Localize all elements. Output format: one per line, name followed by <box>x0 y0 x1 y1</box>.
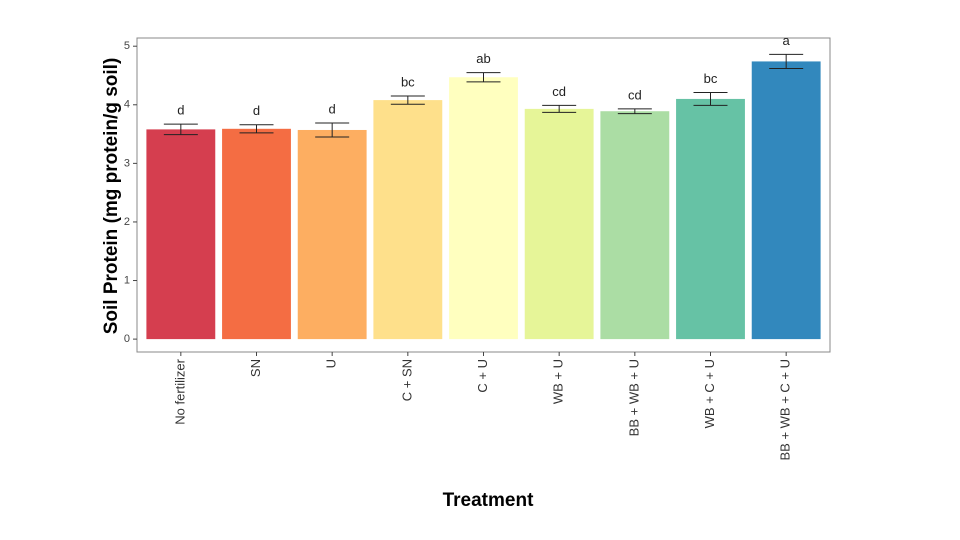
bar <box>222 128 291 340</box>
bar <box>449 77 518 340</box>
significance-label: ab <box>476 51 490 66</box>
x-tick-label: U <box>324 359 339 368</box>
bar <box>297 129 367 340</box>
bar <box>676 98 745 340</box>
x-tick-label: C + SN <box>399 359 414 401</box>
y-tick-label: 0 <box>124 333 130 345</box>
x-tick-label: No fertilizer <box>172 358 187 424</box>
significance-label: d <box>253 103 260 118</box>
y-tick-label: 4 <box>124 99 130 111</box>
significance-label: a <box>783 33 791 48</box>
x-tick-label: BB + WB + U <box>626 359 641 436</box>
x-tick-label: C + U <box>475 359 490 393</box>
y-tick-label: 5 <box>124 40 130 52</box>
y-axis-label: Soil Protein (mg protein/g soil) <box>101 58 122 335</box>
significance-label: cd <box>628 87 642 102</box>
bar <box>524 108 594 340</box>
bar <box>600 111 670 340</box>
significance-label: d <box>329 101 336 116</box>
bar <box>146 129 216 340</box>
bar <box>751 61 821 340</box>
significance-label: bc <box>401 74 415 89</box>
x-tick-label: SN <box>248 359 263 377</box>
y-tick-label: 1 <box>124 274 130 286</box>
x-tick-label: WB + C + U <box>702 359 717 428</box>
significance-label: cd <box>552 84 566 99</box>
bar <box>373 100 443 340</box>
significance-label: bc <box>704 71 718 86</box>
x-axis-label: Treatment <box>443 490 534 511</box>
y-tick-label: 2 <box>124 216 130 228</box>
x-tick-label: WB + U <box>551 359 566 404</box>
significance-label: d <box>177 103 184 118</box>
x-tick-label: BB + WB + C + U <box>778 359 793 461</box>
y-tick-label: 3 <box>124 157 130 169</box>
